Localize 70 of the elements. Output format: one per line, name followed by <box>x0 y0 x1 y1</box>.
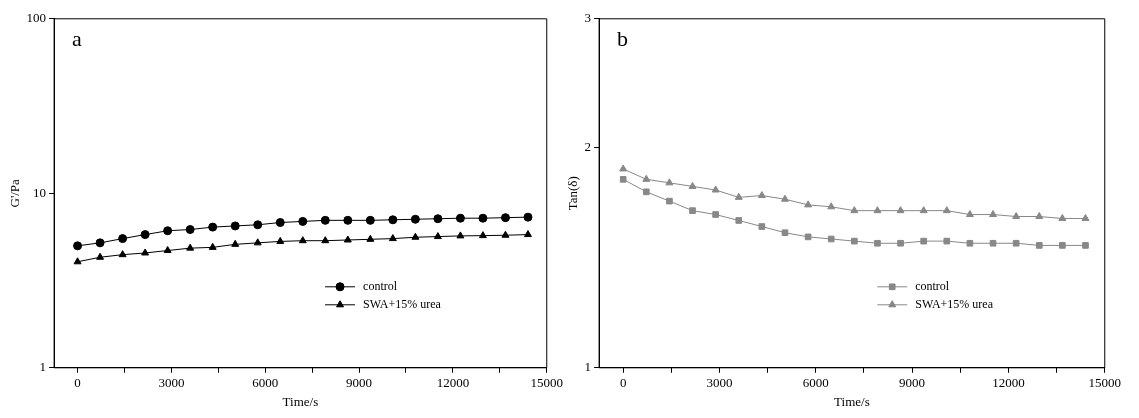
point <box>1012 239 1020 247</box>
x-tick-label: 3000 <box>158 375 185 391</box>
legend-label: SWA+15% urea <box>915 296 994 311</box>
point <box>874 239 881 247</box>
y-axis-title: G'/Pa <box>7 178 23 208</box>
annotation: b <box>617 25 629 51</box>
point <box>989 210 997 218</box>
legend-label: SWA+15% urea <box>363 296 442 311</box>
point <box>642 174 651 182</box>
point <box>1035 212 1044 220</box>
point <box>1059 242 1066 249</box>
point <box>873 206 882 214</box>
y-tick-label: 1 <box>584 359 592 375</box>
point <box>1012 212 1021 220</box>
point <box>619 175 627 183</box>
point <box>619 164 628 172</box>
x-axis-title: Time/s <box>282 393 319 409</box>
y-tick-label: 1 <box>39 359 47 375</box>
legend-label: control <box>915 278 950 293</box>
x-tick-label: 6000 <box>252 375 279 391</box>
point <box>850 206 859 214</box>
x-tick-label: 0 <box>74 375 81 391</box>
point <box>666 197 673 205</box>
y-axis-title: Tan(δ) <box>565 176 581 211</box>
point <box>711 185 720 193</box>
point <box>665 178 674 186</box>
y-tick-label: 2 <box>584 139 592 155</box>
x-tick-label: 12000 <box>992 375 1025 391</box>
x-tick-label: 12000 <box>436 375 470 391</box>
x-tick-label: 9000 <box>899 375 926 391</box>
y-tick-label: 3 <box>584 10 592 26</box>
point <box>735 217 743 224</box>
point <box>942 206 951 214</box>
annotation: a <box>72 25 83 51</box>
x-tick-label: 15000 <box>530 375 563 391</box>
point <box>804 200 813 208</box>
x-axis-title: Time/s <box>834 393 870 409</box>
x-tick-label: 3000 <box>706 375 733 391</box>
point <box>920 237 928 245</box>
point <box>712 211 719 218</box>
point <box>897 239 904 247</box>
x-tick-label: 9000 <box>346 375 373 391</box>
point <box>943 237 951 245</box>
point <box>851 237 858 245</box>
point <box>1058 213 1067 221</box>
y-tick-label: 10 <box>33 184 47 200</box>
point <box>757 191 766 199</box>
point <box>689 207 696 214</box>
legend-label: control <box>363 278 398 293</box>
point <box>965 210 974 218</box>
point <box>896 206 905 214</box>
point <box>966 239 974 247</box>
point <box>642 188 650 196</box>
point <box>827 202 836 210</box>
point <box>734 192 743 200</box>
point <box>1082 242 1089 249</box>
point <box>688 181 697 189</box>
point <box>919 206 928 214</box>
x-tick-label: 15000 <box>1088 375 1121 391</box>
point <box>781 194 789 202</box>
point <box>1081 213 1090 221</box>
x-tick-label: 6000 <box>802 375 829 391</box>
point <box>781 229 789 237</box>
y-tick-label: 100 <box>26 10 47 26</box>
point <box>989 239 997 247</box>
point <box>804 233 812 241</box>
point <box>758 223 766 230</box>
point <box>827 235 835 243</box>
x-tick-label: 0 <box>619 375 627 391</box>
point <box>1035 242 1043 249</box>
